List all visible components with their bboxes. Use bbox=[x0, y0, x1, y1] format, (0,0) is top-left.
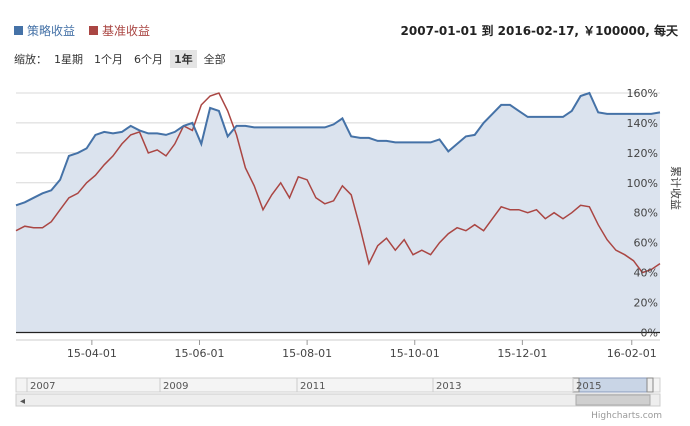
credit[interactable]: Highcharts.com bbox=[591, 411, 662, 421]
y-tick-label: 40% bbox=[634, 267, 658, 280]
legend-swatch-benchmark bbox=[89, 26, 99, 35]
x-axis: 15-04-01 15-06-01 15-08-01 15-10-01 15-12-01… bbox=[67, 340, 657, 360]
navigator-year-label: 2011 bbox=[300, 381, 325, 392]
zoom-selector: 缩放： 1星期 1个月 6个月 1年 全部 bbox=[14, 50, 230, 68]
x-tick-label: 16-02-01 bbox=[607, 347, 657, 360]
scrollbar-thumb[interactable] bbox=[575, 394, 651, 406]
y-axis: 0% 20% 40% 60% 80% 100% 120% 140% 160% bbox=[627, 87, 658, 340]
zoom-label: 缩放： bbox=[14, 53, 47, 66]
date-range-summary: 2007-01-01 到 2016-02-17, ￥100000, 每天 bbox=[400, 24, 678, 38]
area-strategy bbox=[16, 93, 660, 333]
navigator-labels: 2007 2009 2011 2013 2015 bbox=[26, 378, 601, 392]
zoom-button-all[interactable]: 全部 bbox=[203, 53, 226, 66]
navigator: 2007 2009 2011 2013 2015 bbox=[15, 377, 661, 393]
x-tick-label: 15-06-01 bbox=[175, 347, 225, 360]
legend: 策略收益 基准收益 bbox=[14, 22, 150, 39]
x-tick-label: 15-04-01 bbox=[67, 347, 117, 360]
y-tick-label: 0% bbox=[641, 327, 658, 340]
navigator-year-label: 2007 bbox=[30, 381, 55, 392]
y-tick-label: 140% bbox=[627, 117, 658, 130]
y-tick-label: 120% bbox=[627, 147, 658, 160]
navigator-year-label: 2009 bbox=[163, 381, 188, 392]
navigator-handle-right[interactable] bbox=[646, 377, 654, 393]
zoom-button-1y[interactable]: 1年 bbox=[170, 50, 197, 68]
y-tick-label: 160% bbox=[627, 87, 658, 100]
x-tick-label: 15-12-01 bbox=[497, 347, 547, 360]
legend-item-benchmark[interactable]: 基准收益 bbox=[89, 22, 150, 39]
y-tick-label: 20% bbox=[634, 297, 658, 310]
zoom-button-1m[interactable]: 1个月 bbox=[94, 53, 123, 66]
x-tick-label: 15-10-01 bbox=[390, 347, 440, 360]
y-tick-label: 100% bbox=[627, 177, 658, 190]
y-tick-label: 60% bbox=[634, 237, 658, 250]
scroll-left-arrow-icon[interactable]: ◂ bbox=[20, 396, 25, 407]
line-strategy bbox=[15, 91, 661, 207]
legend-label-benchmark: 基准收益 bbox=[102, 24, 151, 38]
navigator-year-label: 2013 bbox=[436, 381, 461, 392]
x-tick-label: 15-08-01 bbox=[282, 347, 332, 360]
legend-item-strategy[interactable]: 策略收益 bbox=[14, 22, 75, 39]
navigator-track bbox=[15, 377, 661, 393]
y-axis-title: 累计收益 bbox=[669, 166, 683, 210]
legend-label-strategy: 策略收益 bbox=[27, 24, 76, 38]
navigator-scrollbar[interactable]: ◂ bbox=[15, 393, 661, 407]
y-tick-label: 80% bbox=[634, 207, 658, 220]
legend-swatch-strategy bbox=[14, 26, 23, 35]
scrollbar-track[interactable] bbox=[15, 393, 661, 407]
line-benchmark bbox=[15, 92, 661, 274]
zoom-button-6m[interactable]: 6个月 bbox=[134, 53, 163, 66]
zoom-button-1w[interactable]: 1星期 bbox=[54, 53, 83, 66]
navigator-year-label: 2015 bbox=[576, 381, 601, 392]
